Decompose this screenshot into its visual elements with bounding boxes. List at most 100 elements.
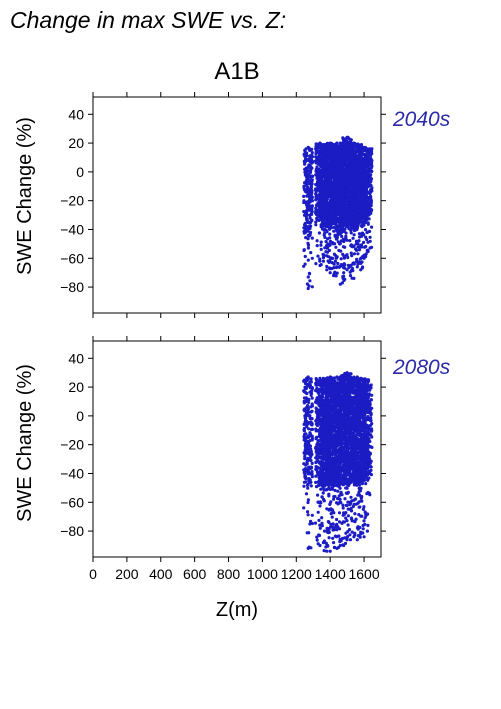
data-point — [309, 178, 313, 183]
data-point — [348, 239, 352, 243]
data-point — [321, 156, 325, 160]
data-point — [319, 243, 323, 247]
data-point — [314, 427, 318, 431]
data-point — [341, 245, 346, 249]
data-point — [306, 546, 310, 551]
data-point — [325, 543, 330, 547]
data-point — [356, 145, 360, 149]
data-point — [310, 151, 314, 155]
data-point — [303, 450, 307, 454]
data-point — [330, 515, 334, 519]
data-point — [308, 279, 312, 283]
data-point — [307, 465, 311, 469]
data-point — [332, 229, 336, 233]
data-point — [351, 175, 355, 180]
data-point — [318, 150, 322, 154]
data-point — [306, 241, 310, 245]
data-point — [303, 442, 307, 446]
data-point — [316, 143, 320, 147]
data-point — [332, 266, 336, 270]
data-point — [317, 210, 321, 214]
data-point — [307, 227, 311, 231]
data-point — [348, 169, 352, 173]
data-point — [317, 500, 321, 505]
data-point — [310, 470, 314, 474]
data-point — [305, 228, 309, 232]
data-point — [305, 391, 309, 396]
data-point — [317, 456, 321, 460]
data-point — [309, 378, 313, 382]
data-point — [302, 389, 306, 393]
data-point — [326, 242, 330, 246]
data-point — [356, 262, 360, 266]
data-point — [310, 160, 315, 164]
data-point — [342, 239, 346, 243]
data-point — [334, 223, 338, 227]
data-point — [325, 386, 329, 390]
data-point — [308, 431, 312, 435]
data-point — [309, 193, 313, 197]
data-point — [329, 404, 333, 409]
data-point — [339, 263, 343, 267]
data-point — [308, 213, 312, 217]
data-point — [309, 184, 313, 188]
data-point — [315, 169, 319, 173]
data-point — [307, 427, 311, 431]
data-point — [306, 513, 310, 517]
data-point — [329, 198, 333, 202]
data-point — [306, 375, 310, 379]
data-point — [309, 405, 313, 409]
data-point — [331, 167, 336, 171]
data-point — [345, 171, 349, 175]
data-point — [368, 246, 372, 250]
data-point — [337, 199, 341, 203]
y-tick-label: 0 — [76, 164, 84, 180]
data-point — [321, 414, 325, 418]
data-point — [364, 162, 368, 166]
data-point — [331, 522, 335, 526]
data-point — [366, 195, 370, 199]
data-point — [342, 262, 346, 266]
data-point — [317, 231, 321, 235]
data-point — [361, 265, 365, 269]
data-point — [335, 226, 339, 231]
y-tick-label: 20 — [68, 135, 84, 151]
data-point — [315, 535, 319, 539]
data-point — [333, 242, 337, 246]
data-point — [327, 255, 331, 259]
data-point — [321, 410, 325, 414]
data-point — [303, 432, 307, 437]
data-point — [354, 159, 358, 163]
data-point — [352, 252, 357, 256]
data-point — [365, 237, 369, 242]
data-point — [309, 423, 314, 427]
data-point — [358, 181, 362, 185]
data-point — [302, 506, 306, 510]
data-point — [321, 175, 325, 179]
data-point — [307, 271, 311, 275]
data-point — [328, 454, 332, 458]
data-point — [308, 182, 312, 186]
data-point — [351, 236, 355, 240]
data-point — [306, 404, 310, 408]
data-point — [344, 234, 348, 238]
data-point — [328, 146, 332, 150]
data-point — [345, 268, 349, 272]
data-point — [316, 159, 320, 163]
data-point — [314, 192, 318, 196]
data-point — [318, 504, 322, 508]
data-point — [308, 156, 312, 160]
data-point — [325, 141, 329, 145]
data-point — [317, 162, 321, 166]
data-point — [307, 191, 311, 195]
data-point — [349, 251, 353, 255]
data-point — [355, 257, 359, 261]
data-point — [334, 168, 338, 172]
data-point — [320, 521, 324, 526]
data-point — [352, 148, 356, 152]
data-point — [310, 427, 315, 431]
data-point — [335, 149, 339, 153]
data-point — [305, 177, 309, 181]
data-point — [370, 159, 374, 163]
data-point — [334, 274, 338, 278]
